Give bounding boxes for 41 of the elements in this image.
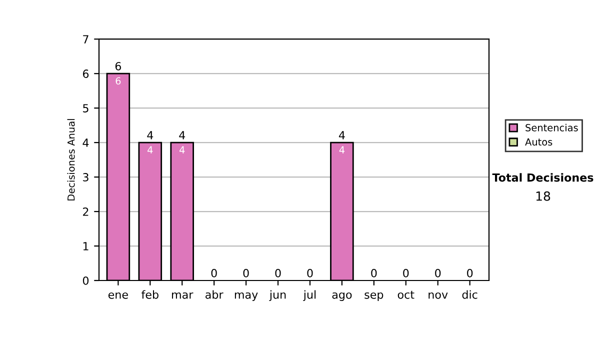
total-label: 0 [275, 268, 281, 278]
y-tick-label: 5 [83, 104, 88, 112]
total-label: 0 [403, 268, 409, 278]
total-label: 4 [179, 131, 186, 140]
total-label: 0 [243, 268, 249, 278]
total-label: 6 [115, 62, 122, 70]
legend-label: Autos [525, 138, 552, 146]
text: 18 [536, 191, 550, 201]
total-label: 4 [338, 131, 345, 140]
x-tick-label: ago [332, 292, 352, 301]
data-label: 4 [148, 146, 153, 154]
x-tick-label: oct [398, 290, 414, 299]
data-label: 4 [179, 146, 185, 154]
legend-label: Sentencias [526, 124, 578, 132]
x-tick-label: jun [269, 290, 286, 301]
x-tick-label: feb [142, 290, 158, 299]
x-tick-label: nov [428, 292, 448, 299]
y-tick-label: 4 [82, 138, 89, 147]
total-label: 0 [211, 268, 217, 278]
total-label: 0 [371, 268, 377, 278]
x-tick-label: dic [462, 290, 478, 299]
y-tick-label: 3 [83, 173, 88, 182]
x-tick-label: may [234, 292, 258, 301]
total-label: 0 [307, 268, 313, 278]
x-tick-label: jul [303, 290, 316, 301]
y-tick-label: 6 [82, 70, 89, 78]
y-axis-title: Decisiones Anual [67, 119, 75, 200]
y-tick-label: 7 [83, 35, 88, 44]
text: Total Decisiones [492, 173, 594, 182]
y-tick-label: 0 [82, 276, 89, 285]
y-tick-label: 1 [83, 242, 88, 250]
x-tick-label: ene [108, 292, 128, 299]
x-tick-label: mar [172, 292, 194, 299]
x-tick-label: abr [206, 290, 224, 299]
total-label: 0 [467, 268, 473, 278]
x-tick-label: sep [364, 292, 384, 301]
data-label: 6 [116, 77, 121, 85]
total-label: 0 [435, 268, 441, 278]
data-label: 4 [339, 146, 344, 154]
total-label: 4 [147, 131, 154, 140]
y-tick-label: 2 [83, 208, 88, 216]
